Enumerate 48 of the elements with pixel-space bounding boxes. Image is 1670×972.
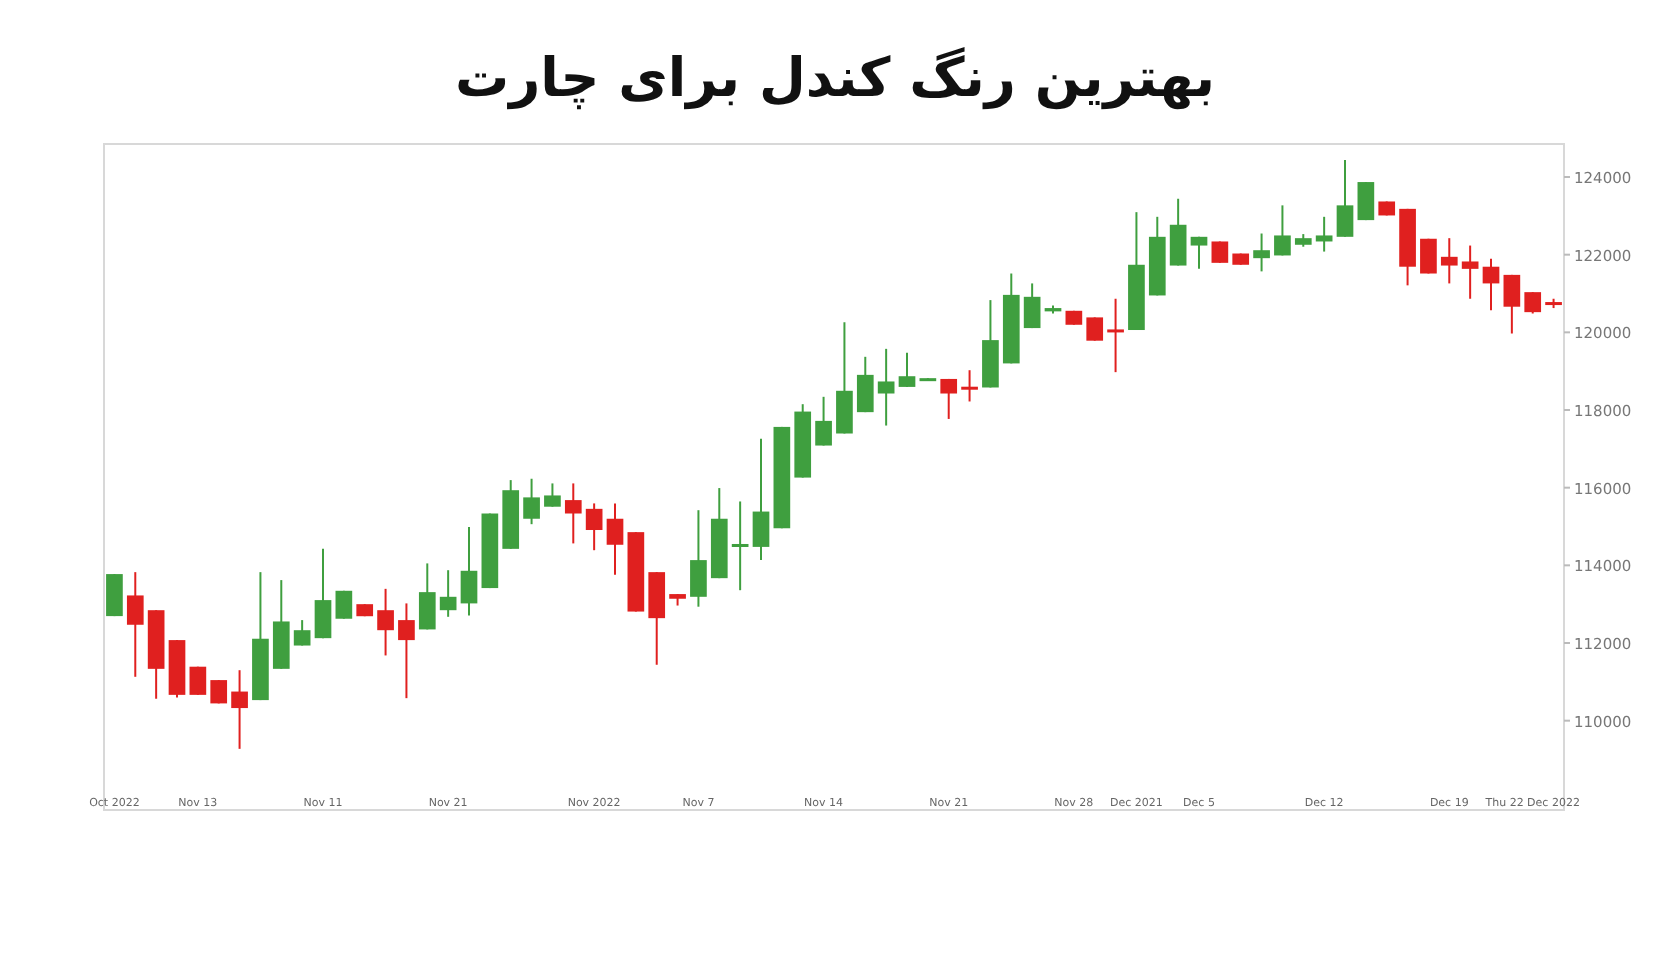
candlestick	[1440, 237, 1458, 285]
candlestick	[1211, 240, 1229, 264]
candlestick	[1274, 204, 1291, 257]
candlestick	[898, 351, 916, 388]
candlestick	[815, 395, 832, 447]
candlestick	[1357, 181, 1375, 222]
candlestick	[314, 547, 332, 640]
candlestick	[606, 502, 624, 576]
candlestick	[1315, 215, 1333, 253]
candlestick	[335, 589, 353, 620]
candlestick	[439, 569, 457, 618]
candlestick	[1420, 237, 1437, 275]
candlestick	[585, 502, 603, 552]
candlestick	[752, 437, 770, 562]
candlestick	[961, 369, 978, 403]
candlestick	[1336, 159, 1354, 238]
candlestick	[1524, 291, 1542, 315]
candlestick	[460, 525, 478, 617]
candlestick	[106, 573, 123, 618]
candlestick	[731, 500, 749, 592]
candlestick	[377, 587, 394, 657]
candlestick	[1107, 297, 1124, 374]
candlestick	[544, 482, 561, 508]
candlestick	[1086, 316, 1104, 342]
candlestick	[982, 299, 999, 389]
candlestick	[1253, 232, 1270, 273]
candlestick	[1482, 257, 1500, 312]
candlestick	[1023, 282, 1041, 330]
candlestick	[1461, 244, 1479, 300]
candlestick	[293, 619, 311, 647]
chart-title: بهترین رنگ کندل برای چارت	[454, 46, 1216, 110]
candlestick	[856, 355, 874, 414]
candlestick	[1169, 197, 1187, 267]
candlestick	[418, 562, 436, 631]
candlestick	[231, 669, 248, 750]
candlestick	[690, 509, 707, 608]
candlestick	[126, 571, 144, 678]
candlestick	[398, 602, 415, 700]
candlestick	[564, 482, 582, 545]
candlestick	[836, 321, 853, 435]
candlestick	[1190, 235, 1208, 270]
candlestick	[1503, 273, 1521, 335]
candlestick	[189, 665, 207, 696]
candlestick	[940, 377, 958, 420]
candlestick	[272, 579, 290, 670]
candlestick	[523, 477, 540, 526]
candlestick	[877, 347, 895, 427]
candlestick	[648, 571, 666, 666]
